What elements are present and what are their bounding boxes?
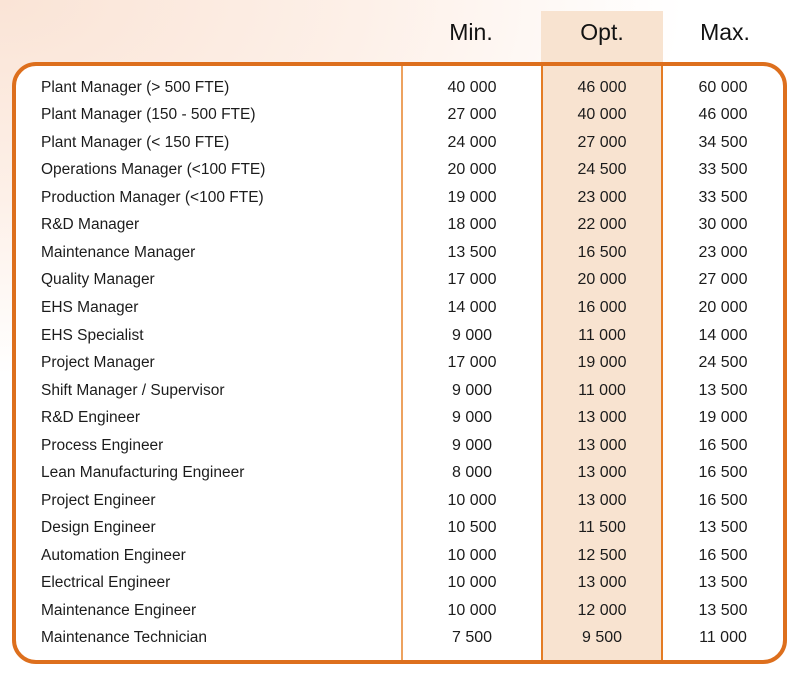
max-value: 11 000 (699, 629, 747, 647)
max-value: 24 500 (698, 354, 748, 372)
max-value: 16 500 (698, 546, 748, 564)
opt-value: 20 000 (577, 271, 627, 289)
max-value: 33 500 (698, 161, 748, 179)
row-label: R&D Manager (41, 216, 140, 234)
row-label: Production Manager (<100 FTE) (41, 188, 264, 206)
row-label: Design Engineer (41, 519, 156, 537)
max-value: 46 000 (698, 106, 748, 124)
max-value: 13 500 (698, 519, 748, 537)
row-label: EHS Manager (41, 299, 139, 317)
salary-table: Plant Manager (> 500 FTE) Plant Manager (… (12, 62, 787, 664)
min-value: 18 000 (447, 216, 497, 234)
opt-value: 13 000 (577, 574, 627, 592)
row-label: Process Engineer (41, 436, 164, 454)
row-label: Project Engineer (41, 491, 156, 509)
row-label: Electrical Engineer (41, 574, 171, 592)
row-label: R&D Engineer (41, 409, 141, 427)
min-value: 17 000 (447, 354, 497, 372)
opt-value: 23 000 (577, 188, 627, 206)
max-value: 27 000 (698, 271, 748, 289)
min-value: 17 000 (447, 271, 497, 289)
opt-value: 16 500 (577, 243, 627, 261)
min-value: 10 000 (447, 601, 497, 619)
opt-value: 22 000 (577, 216, 627, 234)
min-value: 13 500 (447, 243, 497, 261)
row-label: Maintenance Manager (41, 243, 196, 261)
row-label: Quality Manager (41, 271, 155, 289)
column-max-values: 60 000 46 000 34 500 33 500 33 500 30 000 23 0… (663, 66, 783, 660)
max-value: 13 500 (698, 381, 748, 399)
opt-value: 9 500 (581, 629, 623, 647)
max-value: 33 500 (698, 188, 748, 206)
min-value: 9 000 (451, 409, 493, 427)
min-value: 10 000 (447, 574, 497, 592)
opt-value: 40 000 (577, 106, 627, 124)
opt-value: 27 000 (577, 133, 627, 151)
column-header-max: Max. (700, 19, 750, 45)
min-value: 14 000 (447, 299, 497, 317)
min-value: 10 000 (447, 491, 497, 509)
opt-value: 13 000 (577, 491, 627, 509)
row-label: Plant Manager (< 150 FTE) (41, 133, 230, 151)
row-label: Shift Manager / Supervisor (41, 381, 225, 399)
column-opt-values: 46 000 40 000 27 000 24 500 23 000 22 000 16 5… (541, 66, 663, 660)
min-value: 27 000 (447, 106, 497, 124)
opt-value: 46 000 (577, 78, 627, 96)
min-value: 24 000 (447, 133, 497, 151)
min-value: 9 000 (451, 381, 493, 399)
column-job-titles: Plant Manager (> 500 FTE) Plant Manager (… (16, 66, 401, 660)
opt-value: 13 000 (577, 436, 627, 454)
max-value: 19 000 (698, 409, 748, 427)
min-value: 10 000 (447, 546, 497, 564)
row-label: Automation Engineer (41, 546, 186, 564)
min-value: 9 000 (451, 436, 493, 454)
column-header-opt: Opt. (580, 19, 624, 45)
row-label: Lean Manufacturing Engineer (41, 464, 245, 482)
max-value: 34 500 (698, 133, 748, 151)
min-value: 8 000 (451, 464, 493, 482)
max-value: 13 500 (698, 574, 748, 592)
min-value: 19 000 (447, 188, 497, 206)
min-value: 40 000 (447, 78, 497, 96)
max-value: 60 000 (698, 78, 748, 96)
opt-value: 13 000 (577, 409, 627, 427)
max-value: 30 000 (698, 216, 748, 234)
opt-value: 11 000 (578, 326, 626, 344)
row-label: Plant Manager (> 500 FTE) (41, 78, 230, 96)
row-label: Operations Manager (<100 FTE) (41, 161, 266, 179)
min-value: 7 500 (451, 629, 493, 647)
opt-value: 12 500 (577, 546, 627, 564)
opt-value: 24 500 (577, 161, 627, 179)
opt-value: 11 000 (578, 381, 626, 399)
column-min-values: 40 000 27 000 24 000 20 000 19 000 18 000 13 5… (401, 66, 541, 660)
row-label: EHS Specialist (41, 326, 144, 344)
max-value: 14 000 (698, 326, 748, 344)
opt-value: 19 000 (577, 354, 627, 372)
row-label: Maintenance Technician (41, 629, 208, 647)
min-value: 10 500 (447, 519, 497, 537)
max-value: 16 500 (698, 464, 748, 482)
column-header-min: Min. (449, 19, 493, 45)
row-label: Project Manager (41, 354, 155, 372)
max-value: 13 500 (698, 601, 748, 619)
min-value: 9 000 (451, 326, 493, 344)
max-value: 16 500 (698, 491, 748, 509)
opt-value: 12 000 (577, 601, 627, 619)
opt-column-highlight (541, 11, 663, 62)
max-value: 23 000 (698, 243, 748, 261)
row-label: Maintenance Engineer (41, 601, 197, 619)
opt-value: 11 500 (578, 519, 626, 537)
opt-value: 16 000 (577, 299, 627, 317)
opt-value: 13 000 (577, 464, 627, 482)
row-label: Plant Manager (150 - 500 FTE) (41, 106, 256, 124)
max-value: 20 000 (698, 299, 748, 317)
min-value: 20 000 (447, 161, 497, 179)
max-value: 16 500 (698, 436, 748, 454)
